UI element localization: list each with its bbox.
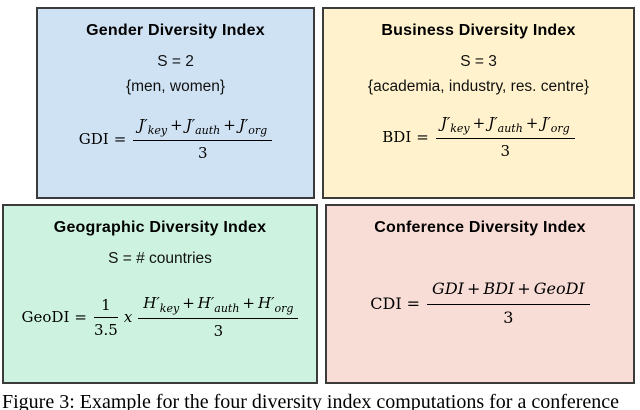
bdi-formula: BDI = J′key + J′auth + J′org 3 <box>324 114 633 160</box>
denominator: 3 <box>197 144 208 162</box>
gdi-formula: GDI = J′key + J′auth + J′org 3 <box>38 116 313 162</box>
plus-sign: + <box>525 114 539 132</box>
gender-diversity-box: Gender Diversity Index S = 2 {men, women… <box>36 7 315 199</box>
math-term: H′key <box>143 294 180 315</box>
term-sub: auth <box>195 124 221 137</box>
term-sub: auth <box>497 122 523 135</box>
prefix-numerator: 1 <box>93 296 118 318</box>
business-s-line: S = 3 <box>460 53 497 70</box>
geographic-box-title: Geographic Diversity Index <box>53 219 267 236</box>
term-base: J′ <box>138 116 148 134</box>
equals-sign: = <box>113 130 127 148</box>
term-sub: org <box>274 302 294 315</box>
plus-sign: + <box>182 294 195 312</box>
geographic-diversity-box: Geographic Diversity Index S = # countri… <box>2 204 318 384</box>
fraction: J′key + J′auth + J′org 3 <box>435 114 575 160</box>
numerator: J′key + J′auth + J′org <box>435 114 575 139</box>
term-base: BDI <box>483 279 515 298</box>
formula-lhs: GDI <box>78 130 109 148</box>
math-term: GeoDI <box>534 279 585 298</box>
conference-box-title: Conference Diversity Index <box>374 219 586 236</box>
term-base: J′ <box>440 114 451 132</box>
equals-sign: = <box>74 308 87 326</box>
cdi-formula: CDI = GDI + BDI + GeoDI 3 <box>327 279 633 327</box>
geographic-s-line: S = # countries <box>108 250 212 267</box>
business-set-line: {academia, industry, res. centre} <box>367 78 590 95</box>
term-base: H′ <box>258 294 275 312</box>
business-diversity-box: Business Diversity Index S = 3 {academia… <box>322 7 635 199</box>
business-box-title: Business Diversity Index <box>381 22 576 39</box>
plus-sign: + <box>472 114 486 132</box>
plus-sign: + <box>466 279 481 298</box>
equals-sign: = <box>416 128 429 146</box>
term-sub: auth <box>214 302 240 315</box>
denominator: 3 <box>503 308 514 328</box>
denominator: 3 <box>500 142 511 160</box>
conference-diversity-box: Conference Diversity Index CDI = GDI + BDI + G… <box>325 204 635 384</box>
prefix-denominator: 3.5 <box>93 320 118 339</box>
term-base: J′ <box>488 114 498 132</box>
numerator: GDI + BDI + GeoDI <box>427 279 590 306</box>
term-base: GDI <box>432 279 464 298</box>
math-term: J′key <box>138 116 168 137</box>
math-term: J′org <box>541 114 570 135</box>
term-base: H′ <box>143 294 160 312</box>
term-sub: key <box>450 122 470 135</box>
geodi-formula: GeoDI = 1 3.5 x H′key + H′auth + H′org 3 <box>4 294 316 340</box>
formula-lhs: CDI <box>370 293 402 313</box>
term-sub: key <box>147 124 168 137</box>
term-base: GeoDI <box>533 279 585 298</box>
fraction: GDI + BDI + GeoDI 3 <box>427 279 590 327</box>
gender-s-line: S = 2 <box>157 53 194 70</box>
numerator: H′key + H′auth + H′org <box>138 294 299 319</box>
math-term: J′key <box>440 114 470 135</box>
fraction: H′key + H′auth + H′org 3 <box>138 294 299 340</box>
prefix-fraction: 1 3.5 <box>93 296 118 339</box>
math-term: J′org <box>238 116 268 137</box>
term-base: J′ <box>185 116 196 134</box>
figure-caption: Figure 3: Example for the four diversity… <box>2 391 620 410</box>
formula-lhs: GeoDI <box>21 308 70 326</box>
plus-sign: + <box>223 116 236 134</box>
fraction: J′key + J′auth + J′org 3 <box>133 116 273 162</box>
formula-lhs: BDI <box>382 128 412 146</box>
equals-sign: = <box>406 293 421 313</box>
term-sub: key <box>159 302 180 315</box>
term-base: J′ <box>541 114 551 132</box>
math-term: BDI <box>483 279 514 298</box>
term-sub: org <box>248 124 268 137</box>
times-sign: x <box>123 308 133 326</box>
numerator: J′key + J′auth + J′org <box>133 116 273 141</box>
math-term: J′auth <box>488 114 523 135</box>
term-base: H′ <box>197 294 215 312</box>
plus-sign: + <box>170 116 183 134</box>
gender-set-line: {men, women} <box>125 78 226 95</box>
gender-box-title: Gender Diversity Index <box>86 22 265 39</box>
math-term: H′org <box>258 294 294 315</box>
denominator: 3 <box>213 322 224 340</box>
math-term: J′auth <box>185 116 221 137</box>
math-term: GDI <box>432 279 464 298</box>
plus-sign: + <box>517 279 531 298</box>
math-term: H′auth <box>197 294 240 315</box>
term-sub: org <box>550 122 570 135</box>
term-base: J′ <box>238 116 249 134</box>
plus-sign: + <box>242 294 255 312</box>
